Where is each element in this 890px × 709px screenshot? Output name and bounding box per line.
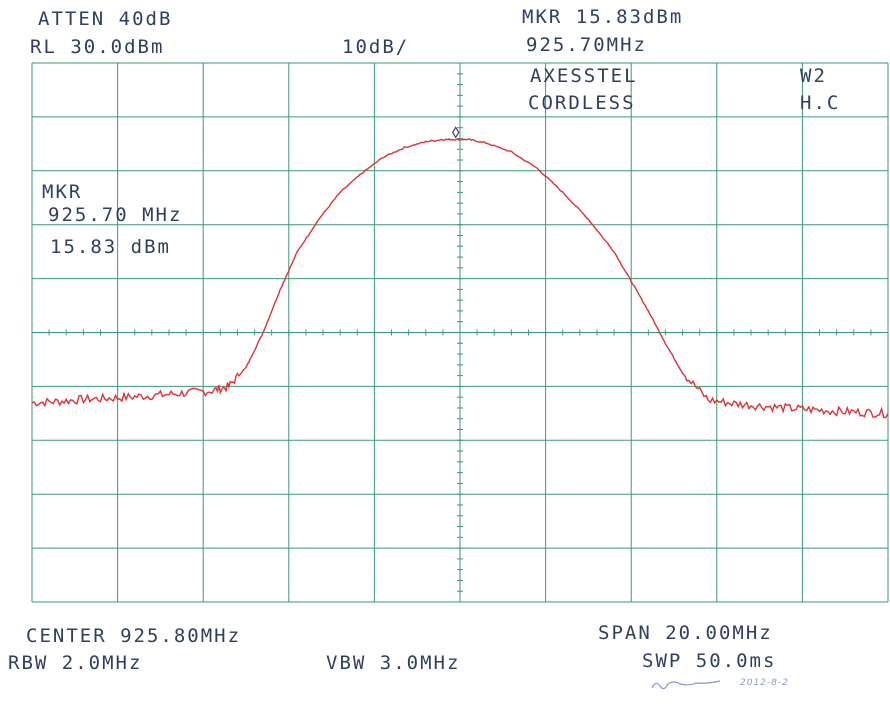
spectrum-trace [31,138,889,419]
scale-label: 10dB/ [342,36,410,58]
marker-box-freq: 925.70 MHz [48,204,183,226]
span-label: SPAN 20.00MHz [598,622,773,644]
ref-level-label: RL 30.0dBm [30,36,165,58]
marker-freq-readout: 925.70MHz [526,34,647,56]
signature-date: 2012-8-2 [740,678,789,688]
center-freq-label: CENTER 925.80MHz [26,625,242,647]
device-name-line1: AXESSTEL [530,65,638,87]
tag-line2: H.C [800,92,841,114]
tag-line1: W2 [800,65,827,87]
vbw-label: VBW 3.0MHz [326,652,461,674]
marker-box-level: 15.83 dBm [50,236,171,258]
sweep-label: SWP 50.0ms [642,650,777,672]
marker-box-title: MKR [42,181,83,203]
rbw-label: RBW 2.0MHz [8,652,143,674]
marker-level-readout: MKR 15.83dBm [522,6,684,28]
marker-diamond [452,126,460,139]
atten-label: ATTEN 40dB [38,8,173,30]
device-name-line2: CORDLESS [528,92,636,114]
